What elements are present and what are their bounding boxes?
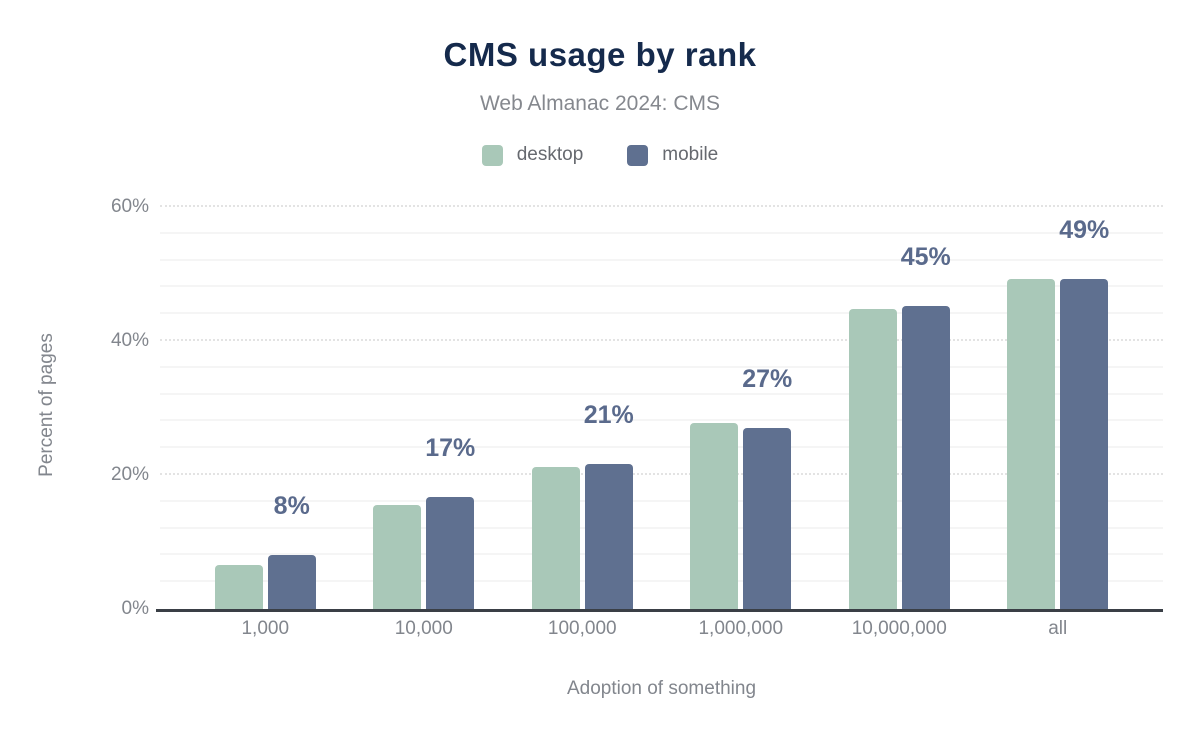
major-gridline-60 bbox=[160, 205, 1163, 207]
minor-gridline-52 bbox=[160, 258, 1163, 261]
bar-group-10000000: 45% bbox=[820, 207, 979, 609]
y-tick-label-0: 0% bbox=[121, 598, 149, 619]
x-tick-label-100000: 100,000 bbox=[547, 618, 617, 639]
bar-desktop-all[interactable] bbox=[1007, 279, 1056, 609]
minor-gridline-16 bbox=[160, 499, 1163, 502]
legend: desktop mobile bbox=[0, 144, 1200, 166]
legend-swatch-mobile bbox=[627, 144, 649, 166]
minor-gridline-48 bbox=[160, 285, 1163, 288]
chart-title: CMS usage by rank bbox=[443, 36, 757, 73]
minor-gridline-28 bbox=[160, 419, 1163, 422]
chart-subtitle: Web Almanac 2024: CMS bbox=[479, 92, 721, 115]
x-tick-label-10000: 10,000 bbox=[394, 618, 453, 639]
y-tick-label-60: 60% bbox=[110, 196, 149, 217]
minor-gridline-24 bbox=[160, 446, 1163, 449]
minor-gridline-44 bbox=[160, 312, 1163, 315]
minor-gridline-8 bbox=[160, 553, 1163, 556]
legend-label: desktop bbox=[516, 144, 584, 165]
x-tick-label-1000000: 1,000,000 bbox=[698, 618, 784, 639]
x-axis-line bbox=[156, 609, 1163, 612]
bar-desktop-1000000[interactable] bbox=[690, 422, 739, 609]
bar-value-label-all: 49% bbox=[1059, 215, 1110, 244]
bar-mobile-10000000[interactable] bbox=[901, 305, 950, 609]
bar-group-1000000: 27% bbox=[662, 207, 821, 609]
bar-mobile-all[interactable] bbox=[1060, 278, 1109, 609]
bar-pair bbox=[1007, 278, 1109, 609]
bar-value-label-10000000: 45% bbox=[900, 242, 951, 271]
major-gridline-40 bbox=[160, 339, 1163, 341]
y-tick-label-40: 40% bbox=[110, 330, 149, 351]
bar-group-1000: 8% bbox=[186, 207, 345, 609]
bar-pair bbox=[690, 422, 792, 609]
plot-area: 8% 17% 21% 27% 45% 49% bbox=[156, 205, 1163, 612]
bar-group-10000: 17% bbox=[345, 207, 504, 609]
x-tick-label-1000: 1,000 bbox=[241, 618, 290, 639]
bar-value-label-10000: 17% bbox=[425, 434, 476, 463]
legend-label: mobile bbox=[662, 144, 719, 165]
x-axis-ticks: 1,000 10,000 100,000 1,000,000 10,000,000 all bbox=[160, 618, 1163, 640]
bar-mobile-1000[interactable] bbox=[267, 555, 316, 609]
bar-pair bbox=[848, 305, 950, 609]
minor-gridline-36 bbox=[160, 365, 1163, 368]
bar-mobile-100000[interactable] bbox=[584, 464, 633, 609]
bar-group-all: 49% bbox=[979, 207, 1138, 609]
minor-gridline-32 bbox=[160, 392, 1163, 395]
x-axis-title: Adoption of something bbox=[566, 678, 757, 699]
x-tick-label-all: all bbox=[1048, 618, 1068, 639]
y-axis-title: Percent of pages bbox=[36, 333, 57, 477]
minor-gridline-12 bbox=[160, 526, 1163, 529]
bar-pair bbox=[214, 555, 316, 609]
bar-value-label-100000: 21% bbox=[583, 401, 634, 430]
bar-group-100000: 21% bbox=[503, 207, 662, 609]
legend-swatch-desktop bbox=[481, 144, 503, 166]
bar-value-label-1000: 8% bbox=[273, 492, 310, 521]
bar-groups: 8% 17% 21% 27% 45% 49% bbox=[160, 207, 1163, 609]
bar-pair bbox=[531, 464, 633, 609]
bar-desktop-1000[interactable] bbox=[214, 565, 263, 609]
bar-mobile-10000[interactable] bbox=[426, 497, 475, 609]
bar-pair bbox=[373, 497, 475, 609]
legend-item-desktop[interactable]: desktop bbox=[481, 144, 584, 166]
bar-desktop-10000000[interactable] bbox=[848, 308, 897, 609]
y-tick-label-20: 20% bbox=[110, 464, 149, 485]
x-tick-label-10000000: 10,000,000 bbox=[851, 618, 947, 639]
bar-value-label-1000000: 27% bbox=[742, 365, 793, 394]
major-gridline-20 bbox=[160, 473, 1163, 475]
bar-mobile-1000000[interactable] bbox=[743, 428, 792, 609]
minor-gridline-56 bbox=[160, 231, 1163, 234]
bar-desktop-10000[interactable] bbox=[373, 504, 422, 609]
legend-item-mobile[interactable]: mobile bbox=[627, 144, 718, 166]
bar-desktop-100000[interactable] bbox=[531, 467, 580, 609]
minor-gridline-4 bbox=[160, 580, 1163, 583]
